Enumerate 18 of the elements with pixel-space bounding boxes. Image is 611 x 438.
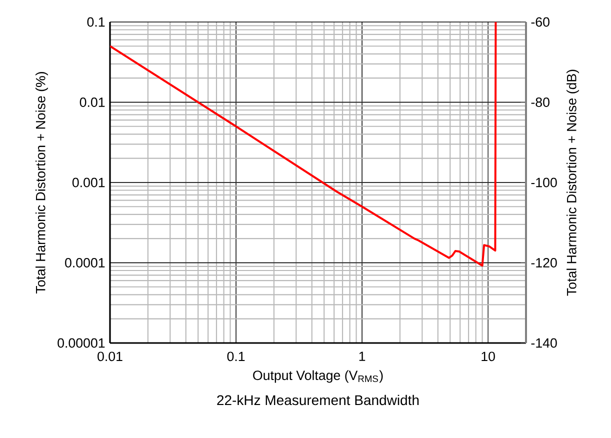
y2-tick-label: -60 (531, 17, 550, 27)
x-axis-title: Output Voltage (V$_{RMS}$) (253, 370, 383, 383)
y2-tick-label: -140 (531, 338, 557, 348)
text: 22-kHz Measurement Bandwidth (217, 394, 419, 406)
y2-axis-title: Total Harmonic Distortion + Noise (dB) (566, 70, 579, 296)
y-tick-label: 0.0001 (65, 258, 105, 268)
x-tick-label: 0.1 (227, 352, 245, 362)
y-tick-label: 0.01 (80, 98, 105, 107)
y2-tick-label: -80 (531, 98, 550, 107)
y-axis-title: Total Harmonic Distortion + Noise (%) (36, 72, 48, 294)
y2-tick-label: -120 (531, 258, 557, 268)
y-tick-label: 0.001 (72, 178, 105, 188)
x-tick-label: 1 (359, 352, 366, 361)
x-tick-label: 0.01 (98, 352, 122, 362)
y-tick-label: 0.1 (87, 17, 105, 27)
x-tick-label: 10 (482, 352, 495, 362)
y-tick-label: 0.00001 (58, 338, 105, 348)
y2-tick-label: -100 (531, 178, 557, 188)
